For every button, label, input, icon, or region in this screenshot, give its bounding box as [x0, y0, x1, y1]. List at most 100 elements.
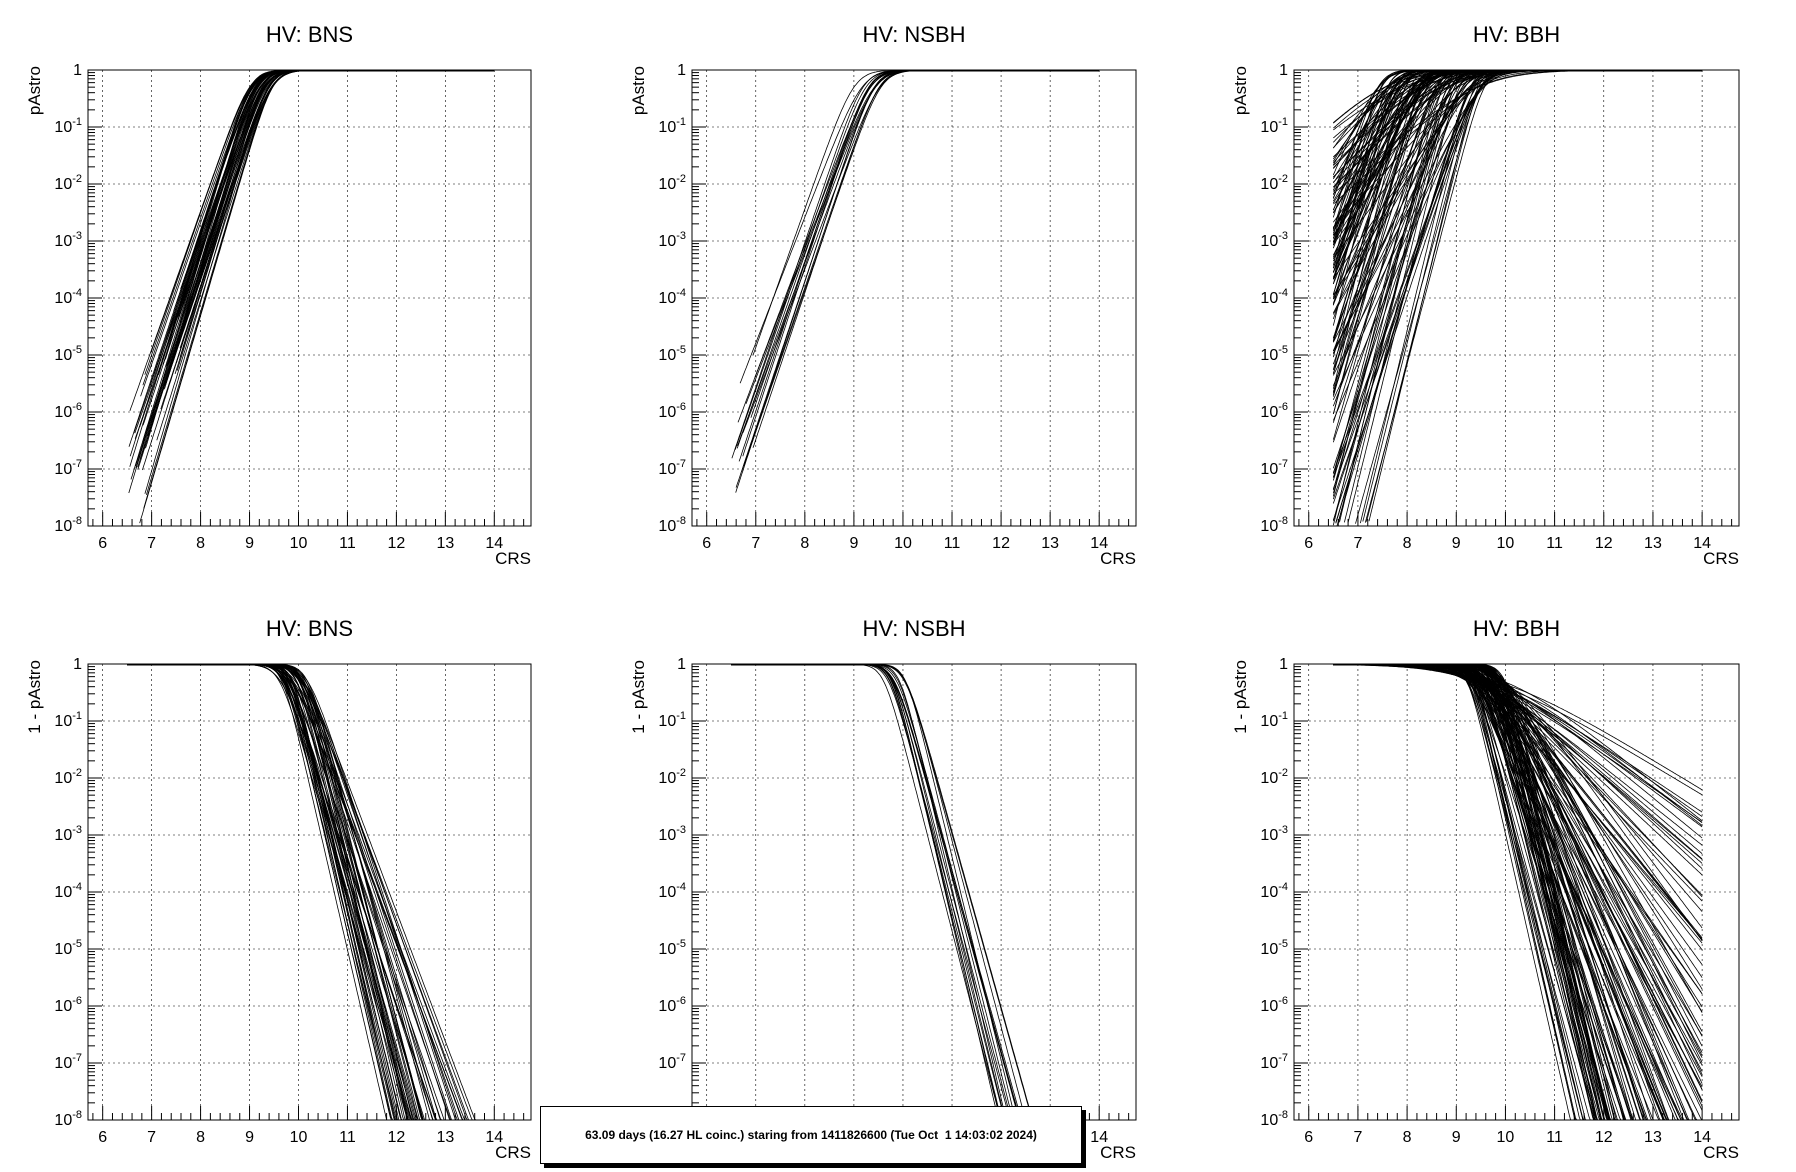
x-tick-label: 11 [1546, 535, 1563, 552]
chart-panel-1: HV: BNS 6 7 8 9 10 11 12 13 14 1 10-1 10-2 10-3 10-4 10… [25, 22, 532, 568]
x-tick-label: 10 [290, 535, 308, 552]
y-tick-label: 10-7 [1260, 458, 1288, 478]
series-line [752, 70, 1100, 355]
x-tick-label: 11 [339, 1129, 356, 1146]
series-line [731, 664, 1022, 1121]
curves [731, 70, 1100, 493]
x-tick-label: 12 [1595, 1129, 1613, 1146]
x-tick-label: 10 [290, 1129, 308, 1146]
y-tick-label: 10-2 [1260, 767, 1288, 787]
series-line [1333, 664, 1603, 1121]
y-tick-label: 10-8 [54, 515, 82, 535]
y-tick-label: 1 [677, 656, 686, 673]
series-line [168, 70, 495, 365]
series-line [127, 664, 438, 1121]
chart-panel-3: HV: BBH 6 7 8 9 10 11 12 13 14 1 10-1 10-2 10-3 10-4 10… [1231, 22, 1740, 568]
curves [127, 664, 477, 1121]
series-line [731, 664, 1020, 1121]
chart-panel-5: HV: NSBH67891011121314110-110-210-310-41… [629, 616, 1137, 1162]
x-tick-label: 13 [1644, 1129, 1662, 1146]
curves [1332, 70, 1703, 526]
series-line [1335, 70, 1703, 523]
series-line [1333, 664, 1612, 1121]
series-line [1332, 70, 1703, 440]
series-line [127, 664, 424, 1121]
y-tick-label: 1 [1279, 62, 1288, 79]
chart-title: HV: BNS [266, 22, 353, 47]
y-tick-label: 10-6 [1260, 401, 1288, 421]
y-tick-label: 10-4 [1260, 881, 1288, 901]
series-line [127, 664, 452, 1121]
x-tick-label: 8 [196, 1129, 205, 1146]
series-line [731, 664, 1014, 1121]
y-tick-label: 10-3 [658, 824, 686, 844]
y-tick-label: 10-2 [54, 173, 82, 193]
series-line [731, 664, 1007, 1121]
series-line [144, 70, 494, 375]
series-line [1360, 70, 1703, 524]
series-line [1335, 70, 1703, 524]
y-tick-label: 10-5 [54, 938, 82, 958]
y-axis-label: pAstro [25, 66, 44, 115]
series-line [731, 664, 1013, 1121]
series-line [127, 664, 457, 1121]
series-line [1362, 70, 1703, 522]
y-tick-label: 10-1 [1260, 116, 1288, 136]
y-tick-label: 10-2 [658, 767, 686, 787]
chart-title: HV: BNS [266, 616, 353, 641]
series-line [742, 70, 1099, 433]
y-tick-label: 10-7 [54, 458, 82, 478]
y-tick-label: 10-4 [1260, 287, 1288, 307]
grid [692, 664, 1136, 1120]
chart-title: HV: NSBH [862, 22, 965, 47]
series-line [1333, 664, 1603, 1121]
x-tick-label: 14 [485, 1129, 503, 1146]
y-tick-label: 10-7 [54, 1052, 82, 1072]
y-tick-label: 10-4 [658, 881, 686, 901]
x-tick-label: 8 [800, 535, 809, 552]
series-line [174, 70, 495, 356]
series-line [1333, 664, 1703, 791]
x-tick-label: 9 [1452, 1129, 1461, 1146]
series-line [734, 70, 1099, 450]
y-tick-label: 10-6 [54, 995, 82, 1015]
chart-title: HV: NSBH [862, 616, 965, 641]
y-tick-label: 10-4 [54, 881, 82, 901]
x-tick-label: 7 [1353, 535, 1362, 552]
x-axis-label: CRS [1100, 1143, 1136, 1162]
y-tick-label: 10-5 [1260, 938, 1288, 958]
y-axis-label: 1 - pAstro [25, 660, 44, 734]
series-line [127, 664, 446, 1121]
y-tick-label: 10-6 [658, 995, 686, 1015]
y-tick-label: 10-3 [1260, 824, 1288, 844]
x-tick-label: 13 [436, 1129, 454, 1146]
y-tick-label: 10-3 [1260, 230, 1288, 250]
x-tick-label: 7 [751, 535, 760, 552]
y-tick-label: 10-6 [54, 401, 82, 421]
curves [731, 664, 1034, 1121]
series-line [127, 664, 408, 1121]
grid [88, 664, 531, 1120]
y-tick-label: 10-2 [658, 173, 686, 193]
series-line [133, 70, 494, 433]
x-tick-label: 12 [992, 535, 1010, 552]
series-line [127, 664, 469, 1121]
x-axis-label: CRS [1703, 1143, 1739, 1162]
x-tick-label: 14 [1693, 535, 1711, 552]
x-tick-label: 7 [1353, 1129, 1362, 1146]
x-tick-label: 11 [339, 535, 356, 552]
x-tick-label: 6 [1304, 1129, 1313, 1146]
x-tick-label: 8 [196, 535, 205, 552]
series-line [127, 664, 458, 1121]
y-axis-label: pAstro [629, 66, 648, 115]
series-line [127, 664, 424, 1121]
grid [1294, 70, 1739, 526]
series-line [1332, 70, 1703, 280]
x-tick-label: 9 [849, 535, 858, 552]
series-line [127, 664, 398, 1121]
x-axis-label: CRS [1100, 549, 1136, 568]
y-tick-label: 1 [73, 656, 82, 673]
y-tick-label: 10-7 [658, 458, 686, 478]
x-tick-label: 10 [894, 535, 912, 552]
chart-title: HV: BBH [1473, 616, 1560, 641]
